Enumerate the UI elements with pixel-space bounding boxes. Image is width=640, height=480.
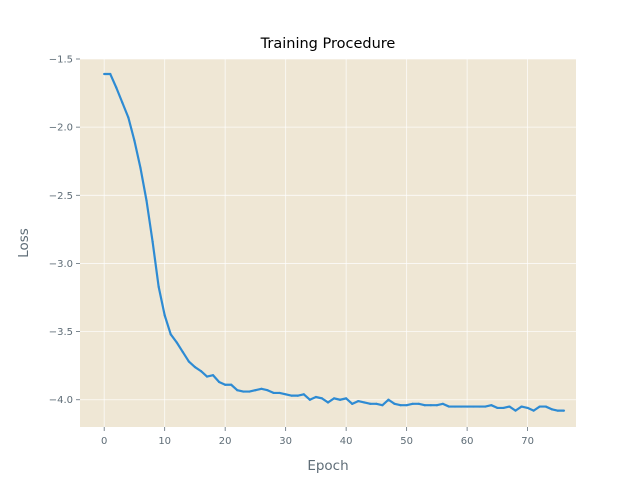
data-point-epoch-16 [199, 370, 203, 373]
data-point-epoch-18 [211, 374, 215, 377]
data-point-epoch-71 [532, 409, 535, 412]
data-point-epoch-61 [472, 405, 475, 408]
data-point-epoch-15 [193, 365, 197, 369]
data-point-epoch-48 [393, 402, 396, 405]
x-tick-label: 40 [340, 436, 353, 447]
y-tick-label: −4.0 [49, 395, 73, 406]
data-point-epoch-58 [453, 405, 457, 408]
data-point-epoch-65 [496, 406, 499, 410]
y-tick-label: −3.5 [49, 327, 73, 338]
data-point-epoch-31 [290, 394, 293, 397]
data-point-epoch-63 [484, 405, 487, 408]
data-point-epoch-34 [308, 398, 311, 401]
data-point-epoch-70 [526, 406, 529, 410]
data-point-epoch-72 [538, 405, 541, 408]
data-point-epoch-73 [544, 405, 547, 408]
data-point-epoch-47 [387, 398, 390, 401]
data-point-epoch-44 [369, 402, 372, 405]
data-point-epoch-25 [254, 389, 257, 392]
axis-ticks: 0 10 20 30 40 50 60 70 −1.5 −2.0 −2.5 −3.0 −3.5 −4.0 [49, 55, 534, 448]
data-point-epoch-27 [266, 389, 269, 392]
data-point-epoch-11 [169, 333, 172, 336]
data-point-epoch-10 [163, 314, 166, 317]
data-point-epoch-76 [562, 409, 566, 412]
data-point-epoch-1 [109, 72, 112, 76]
data-point-epoch-55 [435, 404, 438, 407]
data-point-epoch-7 [145, 199, 148, 202]
data-point-epoch-62 [478, 405, 481, 408]
data-point-epoch-0 [103, 72, 106, 76]
data-point-epoch-8 [151, 240, 154, 243]
data-point-epoch-36 [320, 397, 324, 400]
grid [80, 58, 576, 427]
x-tick-label: 50 [400, 436, 413, 447]
y-axis-label: Loss [16, 228, 32, 258]
data-point-epoch-29 [278, 391, 281, 395]
data-point-epoch-56 [441, 402, 445, 405]
data-point-epoch-33 [302, 393, 305, 396]
data-point-epoch-19 [218, 380, 221, 384]
data-point-epoch-51 [411, 402, 414, 405]
data-point-epoch-49 [399, 404, 402, 407]
data-point-epoch-20 [224, 383, 227, 386]
data-point-epoch-6 [139, 166, 142, 170]
y-tick-label: −3.0 [49, 259, 73, 270]
data-point-epoch-24 [248, 390, 251, 393]
data-point-epoch-21 [230, 383, 233, 386]
data-point-epoch-59 [459, 405, 463, 408]
data-point-epoch-13 [181, 350, 184, 354]
plot-area [80, 59, 576, 427]
data-point-epoch-4 [127, 116, 130, 119]
data-point-epoch-28 [272, 391, 275, 395]
data-point-epoch-54 [429, 404, 432, 407]
data-point-epoch-30 [284, 393, 287, 396]
data-point-epoch-5 [133, 139, 136, 142]
chart-title: Training Procedure [260, 36, 396, 52]
y-tick-label: −2.5 [49, 191, 73, 202]
data-point-epoch-23 [242, 390, 245, 393]
data-point-epoch-40 [345, 397, 348, 400]
data-point-epoch-38 [332, 397, 336, 400]
data-point-epoch-17 [205, 375, 209, 378]
x-tick-label: 10 [158, 436, 171, 447]
x-tick-label: 0 [101, 436, 107, 447]
data-point-epoch-53 [423, 404, 426, 407]
data-point-epoch-50 [405, 404, 408, 407]
data-point-epoch-35 [314, 395, 317, 399]
data-point-epoch-68 [514, 409, 517, 412]
x-axis-label: Epoch [307, 458, 348, 474]
data-point-epoch-64 [490, 404, 493, 407]
data-point-epoch-67 [508, 405, 511, 408]
data-points [103, 72, 566, 412]
y-tick-label: −2.0 [49, 123, 73, 134]
x-tick-label: 60 [461, 436, 474, 447]
data-point-epoch-66 [502, 406, 505, 410]
data-point-epoch-69 [520, 405, 523, 408]
data-point-epoch-37 [326, 401, 330, 404]
data-point-epoch-22 [236, 389, 239, 392]
data-point-epoch-46 [381, 404, 384, 407]
data-point-epoch-14 [187, 360, 190, 363]
data-point-epoch-32 [296, 394, 299, 397]
data-point-epoch-52 [417, 402, 420, 405]
data-point-epoch-39 [339, 398, 342, 401]
data-point-epoch-60 [466, 405, 469, 408]
data-point-epoch-42 [357, 400, 360, 403]
x-tick-label: 30 [279, 436, 292, 447]
x-tick-label: 70 [521, 436, 534, 447]
data-point-epoch-75 [556, 409, 559, 412]
x-tick-label: 20 [219, 436, 232, 447]
data-point-epoch-12 [175, 341, 178, 344]
y-tick-label: −1.5 [49, 55, 73, 66]
data-point-epoch-57 [447, 405, 451, 408]
data-point-epoch-74 [550, 408, 553, 411]
data-point-epoch-43 [363, 401, 366, 404]
data-point-epoch-45 [375, 402, 378, 405]
data-point-epoch-41 [351, 402, 354, 405]
data-point-epoch-3 [121, 101, 124, 104]
data-point-epoch-9 [157, 285, 160, 288]
data-point-epoch-2 [115, 86, 118, 89]
data-point-epoch-26 [260, 387, 263, 390]
